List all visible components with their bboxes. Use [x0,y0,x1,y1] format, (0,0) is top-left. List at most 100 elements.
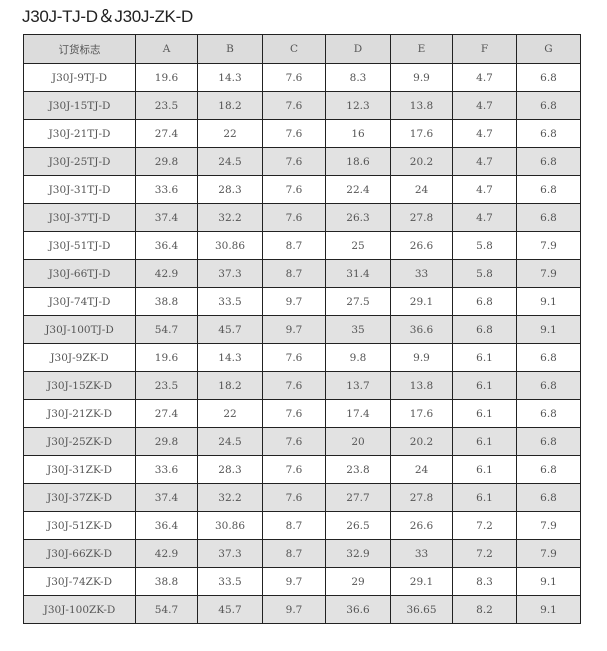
dimension-cell-b: 45.7 [197,315,263,344]
table-row: J30J-100TJ-D 54.7 45.7 9.7 35 36.6 6.8 9.1 [23,315,581,344]
dimension-cell-f: 7.2 [452,539,517,568]
dimension-cell-d: 13.7 [325,371,391,400]
dimension-cell-f: 4.7 [452,175,517,204]
dimension-cell-e: 17.6 [390,399,453,428]
dimension-cell-f: 6.1 [452,427,517,456]
dimension-cell-e: 26.6 [390,231,453,260]
table-row: J30J-37TJ-D 37.4 32.2 7.6 26.3 27.8 4.7 6.8 [23,203,581,232]
dimension-cell-f: 5.8 [452,231,517,260]
dimension-cell-g: 6.8 [516,91,581,120]
dimension-cell-a: 29.8 [135,147,198,176]
order-code-cell: J30J-100TJ-D [23,315,136,344]
order-code-cell: J30J-21TJ-D [23,119,136,148]
dimension-cell-a: 38.8 [135,287,198,316]
dimension-cell-d: 32.9 [325,539,391,568]
dimension-cell-e: 29.1 [390,567,453,596]
dimension-cell-f: 7.2 [452,511,517,540]
dimension-cell-c: 7.6 [262,399,326,428]
table-row: J30J-31ZK-D 33.6 28.3 7.6 23.8 24 6.1 6.8 [23,455,581,484]
dimension-cell-e: 20.2 [390,147,453,176]
header-order-code: 订货标志 [23,34,136,64]
header-f: F [452,34,517,64]
dimension-cell-b: 22 [197,119,263,148]
dimension-cell-a: 19.6 [135,343,198,372]
dimension-cell-c: 7.6 [262,203,326,232]
dimension-cell-b: 32.2 [197,483,263,512]
dimension-cell-g: 7.9 [516,539,581,568]
dimension-cell-e: 24 [390,175,453,204]
dimension-cell-d: 35 [325,315,391,344]
table-row: J30J-21ZK-D 27.4 22 7.6 17.4 17.6 6.1 6.8 [23,399,581,428]
dimension-cell-f: 4.7 [452,203,517,232]
dimension-cell-a: 36.4 [135,511,198,540]
table-row: J30J-37ZK-D 37.4 32.2 7.6 27.7 27.8 6.1 6.8 [23,483,581,512]
table-row: J30J-66ZK-D 42.9 37.3 8.7 32.9 33 7.2 7.9 [23,539,581,568]
dimension-cell-c: 7.6 [262,455,326,484]
table-row: J30J-74ZK-D 38.8 33.5 9.7 29 29.1 8.3 9.1 [23,567,581,596]
dimension-cell-c: 7.6 [262,91,326,120]
order-code-cell: J30J-74TJ-D [23,287,136,316]
dimension-cell-d: 8.3 [325,63,391,92]
order-code-cell: J30J-66TJ-D [23,259,136,288]
table-row: J30J-21TJ-D 27.4 22 7.6 16 17.6 4.7 6.8 [23,119,581,148]
dimension-cell-b: 24.5 [197,427,263,456]
header-a: A [135,34,198,64]
dimension-cell-c: 8.7 [262,511,326,540]
dimension-cell-c: 9.7 [262,315,326,344]
dimension-cell-e: 17.6 [390,119,453,148]
header-d: D [325,34,391,64]
dimension-cell-c: 9.7 [262,287,326,316]
dimension-cell-d: 23.8 [325,455,391,484]
dimension-cell-d: 26.3 [325,203,391,232]
dimension-cell-d: 9.8 [325,343,391,372]
dimension-cell-d: 22.4 [325,175,391,204]
dimension-cell-e: 36.65 [390,595,453,624]
dimension-cell-a: 42.9 [135,539,198,568]
dimension-cell-b: 28.3 [197,455,263,484]
dimension-cell-g: 7.9 [516,511,581,540]
dimension-cell-b: 45.7 [197,595,263,624]
dimension-cell-d: 20 [325,427,391,456]
dimension-cell-b: 30.86 [197,231,263,260]
table-row: J30J-25ZK-D 29.8 24.5 7.6 20 20.2 6.1 6.8 [23,427,581,456]
table-row: J30J-15TJ-D 23.5 18.2 7.6 12.3 13.8 4.7 6.8 [23,91,581,120]
dimension-cell-a: 23.5 [135,91,198,120]
dimension-cell-d: 16 [325,119,391,148]
dimension-cell-g: 7.9 [516,231,581,260]
dimension-cell-e: 33 [390,259,453,288]
dimension-cell-a: 27.4 [135,399,198,428]
dimension-cell-e: 33 [390,539,453,568]
dimension-cell-f: 6.1 [452,483,517,512]
dimension-cell-a: 42.9 [135,259,198,288]
dimension-cell-b: 22 [197,399,263,428]
table-row: J30J-31TJ-D 33.6 28.3 7.6 22.4 24 4.7 6.8 [23,175,581,204]
dimension-cell-e: 13.8 [390,91,453,120]
order-code-cell: J30J-31ZK-D [23,455,136,484]
dimension-cell-f: 6.1 [452,455,517,484]
table-row: J30J-51ZK-D 36.4 30.86 8.7 26.5 26.6 7.2 7.9 [23,511,581,540]
header-c: C [262,34,326,64]
dimension-cell-f: 4.7 [452,63,517,92]
order-code-cell: J30J-31TJ-D [23,175,136,204]
dimension-cell-c: 7.6 [262,63,326,92]
dimension-cell-d: 26.5 [325,511,391,540]
order-code-cell: J30J-25TJ-D [23,147,136,176]
dimension-cell-f: 6.1 [452,371,517,400]
dimension-cell-a: 19.6 [135,63,198,92]
dimension-cell-c: 7.6 [262,483,326,512]
table-row: J30J-74TJ-D 38.8 33.5 9.7 27.5 29.1 6.8 9.1 [23,287,581,316]
dimension-cell-f: 4.7 [452,91,517,120]
dimension-cell-c: 7.6 [262,427,326,456]
table-row: J30J-9ZK-D 19.6 14.3 7.6 9.8 9.9 6.1 6.8 [23,343,581,372]
order-code-cell: J30J-15ZK-D [23,371,136,400]
dimension-cell-d: 18.6 [325,147,391,176]
dimension-cell-e: 29.1 [390,287,453,316]
dimension-cell-f: 6.8 [452,287,517,316]
table-row: J30J-9TJ-D 19.6 14.3 7.6 8.3 9.9 4.7 6.8 [23,63,581,92]
order-code-cell: J30J-37ZK-D [23,483,136,512]
dimension-cell-g: 9.1 [516,567,581,596]
dimension-cell-g: 6.8 [516,455,581,484]
dimension-cell-b: 37.3 [197,539,263,568]
dimension-cell-d: 27.5 [325,287,391,316]
header-e: E [390,34,453,64]
